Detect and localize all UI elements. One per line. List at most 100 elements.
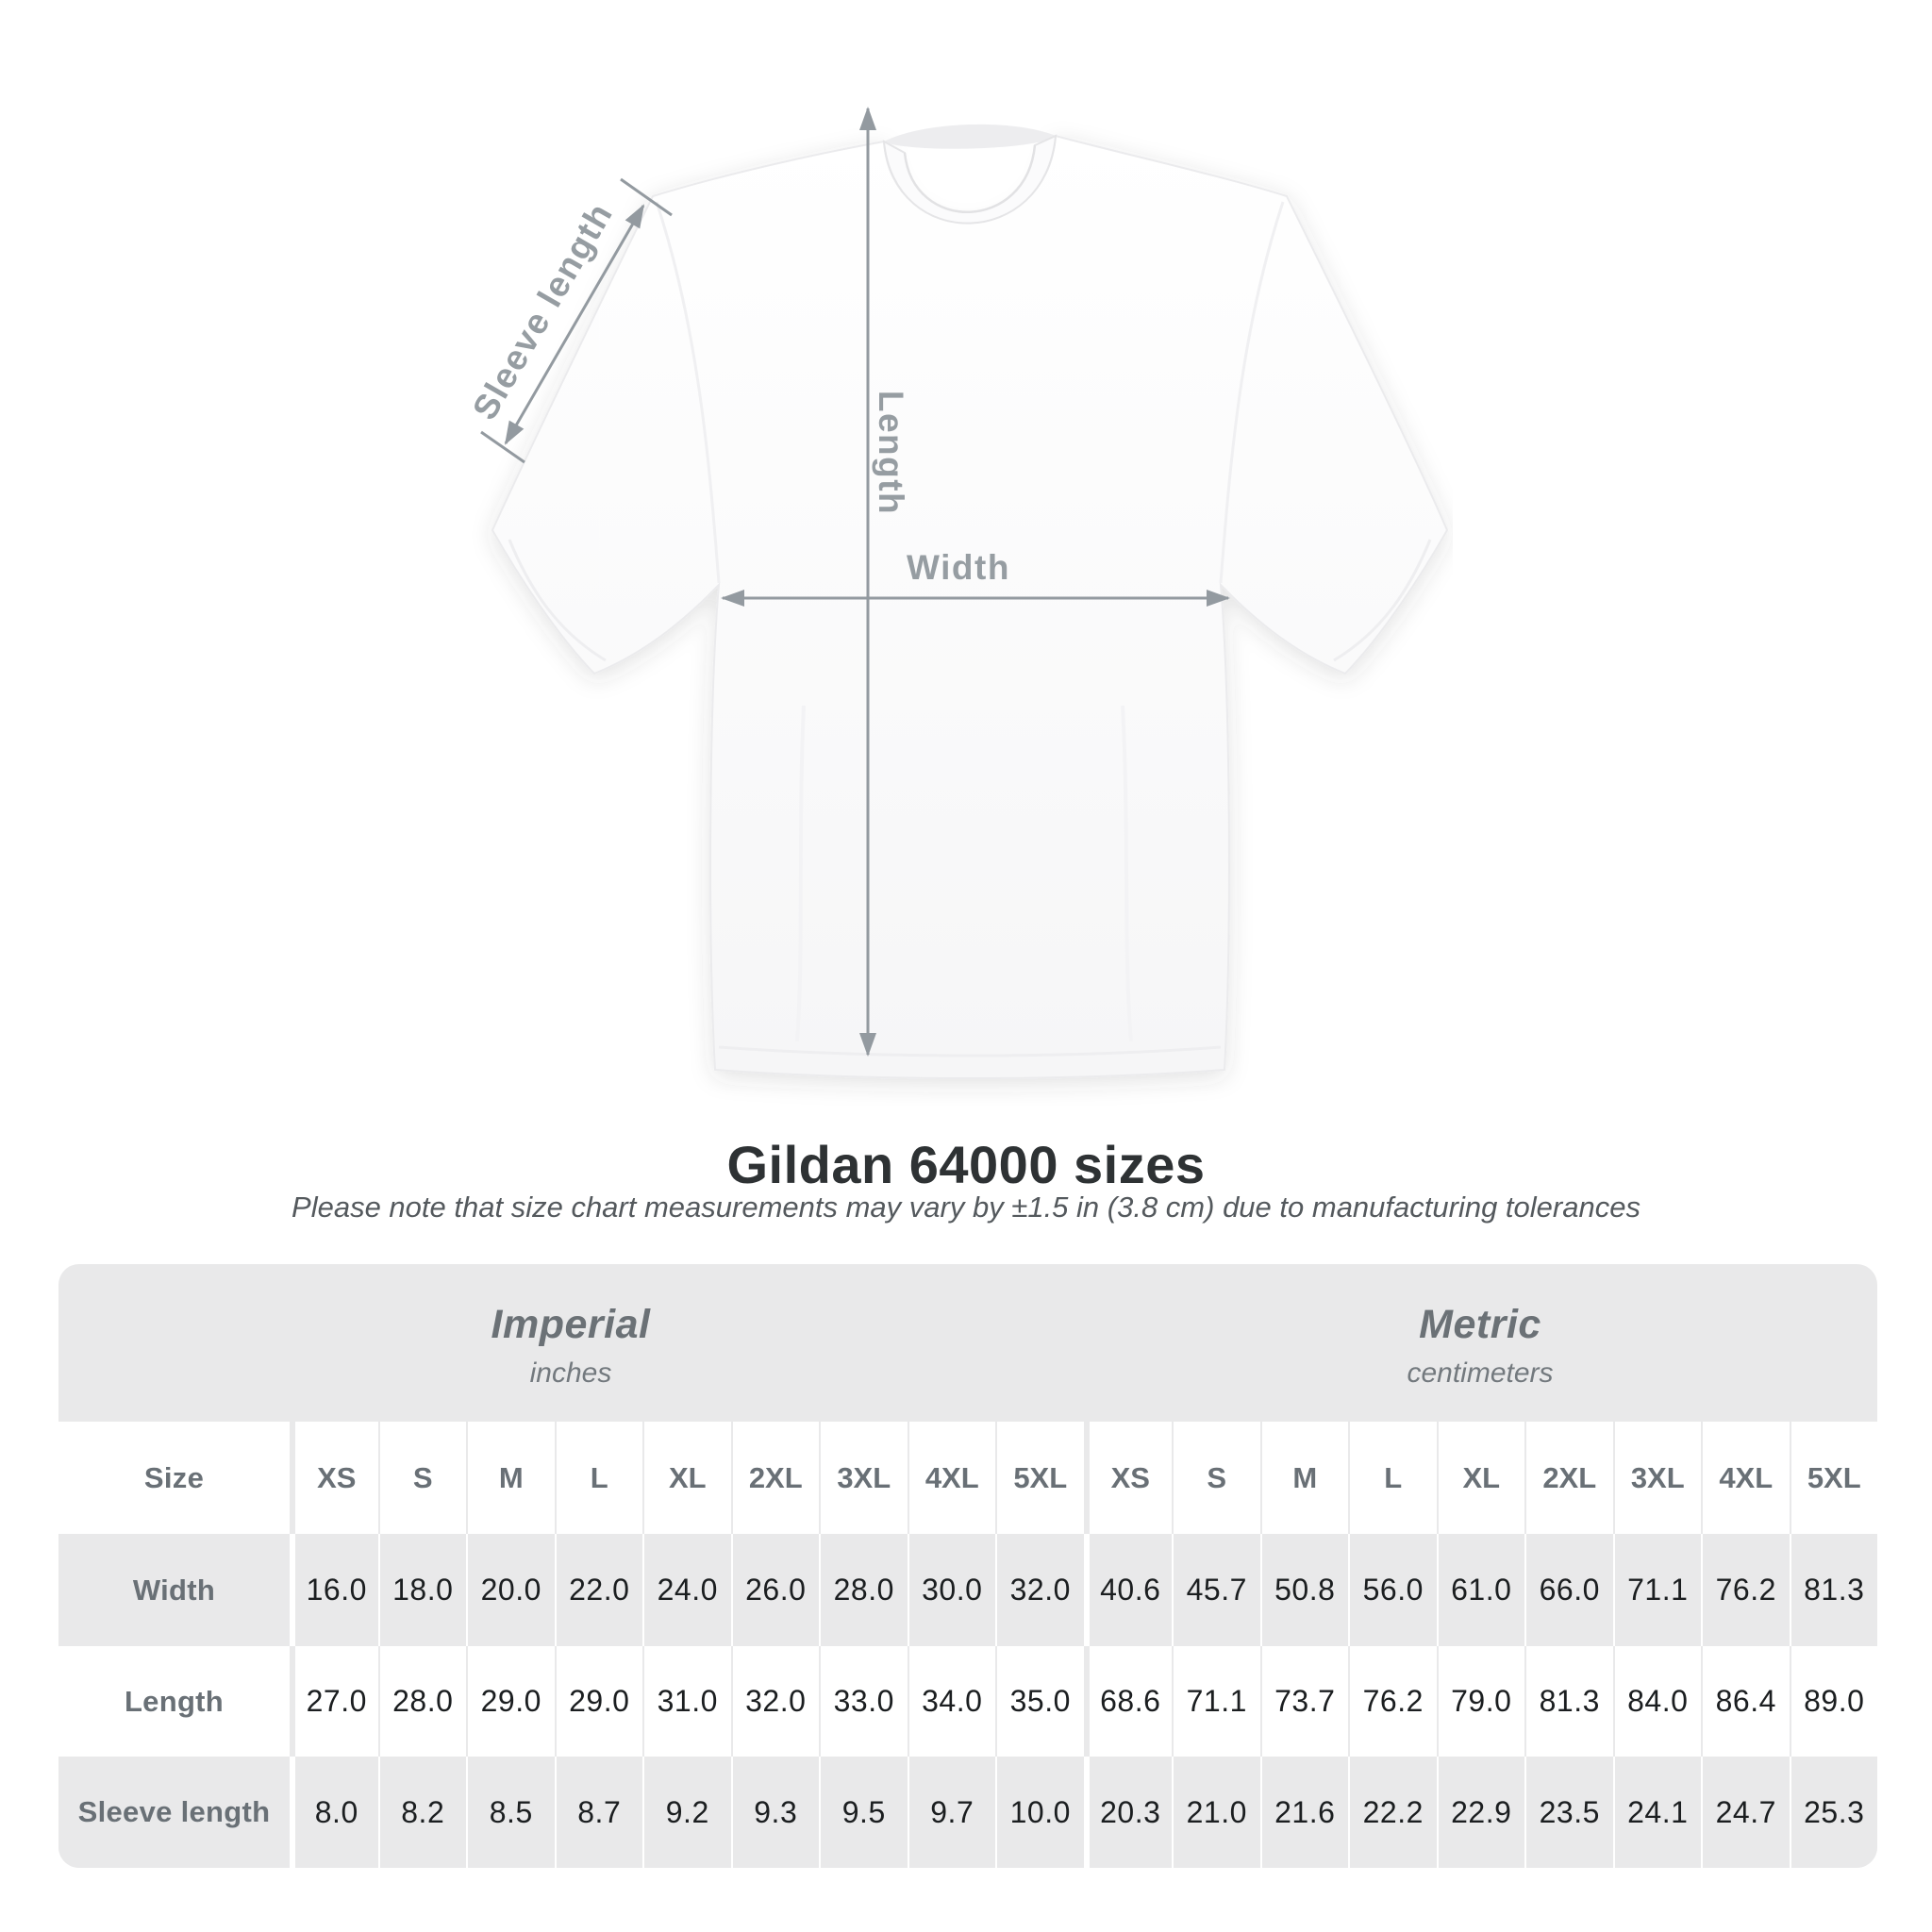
width-value: 50.8 (1259, 1534, 1349, 1646)
width-value: 40.6 (1083, 1534, 1173, 1646)
width-value: 20.0 (466, 1534, 555, 1646)
size-col-header: XL (1436, 1422, 1525, 1534)
tshirt-illustration (491, 124, 1449, 1079)
length-value: 28.0 (377, 1646, 467, 1757)
length-value: 34.0 (907, 1646, 996, 1757)
sleeve-value: 9.7 (907, 1757, 996, 1868)
width-row: Width 16.0 18.0 20.0 22.0 24.0 26.0 28.0… (58, 1534, 1877, 1646)
size-col-header: 2XL (730, 1422, 820, 1534)
length-value: 35.0 (995, 1646, 1084, 1757)
width-value: 56.0 (1348, 1534, 1437, 1646)
sleeve-value: 25.3 (1789, 1757, 1878, 1868)
length-value: 81.3 (1524, 1646, 1613, 1757)
width-value: 24.0 (642, 1534, 731, 1646)
length-label: Length (872, 391, 910, 515)
metric-section-header: Metric centimeters (1083, 1264, 1877, 1422)
sleeve-value: 8.5 (466, 1757, 555, 1868)
sleeve-value: 22.9 (1436, 1757, 1525, 1868)
length-value: 84.0 (1612, 1646, 1702, 1757)
imperial-unit-label: inches (529, 1357, 612, 1389)
size-col-header: L (1348, 1422, 1437, 1534)
length-value: 73.7 (1259, 1646, 1349, 1757)
sleeve-value: 21.6 (1259, 1757, 1349, 1868)
size-col-header: L (554, 1422, 643, 1534)
sleeve-value: 8.2 (377, 1757, 467, 1868)
length-value: 33.0 (819, 1646, 908, 1757)
width-value: 32.0 (995, 1534, 1084, 1646)
size-col-header: 4XL (907, 1422, 996, 1534)
length-row: Length 27.0 28.0 29.0 29.0 31.0 32.0 33.… (58, 1646, 1877, 1757)
width-value: 22.0 (554, 1534, 643, 1646)
tshirt-diagram-svg: Sleeve length Length Width (465, 107, 1449, 1079)
page-title: Gildan 64000 sizes (726, 1135, 1206, 1194)
width-value: 28.0 (819, 1534, 908, 1646)
length-value: 27.0 (290, 1646, 378, 1757)
sleeve-value: 24.1 (1612, 1757, 1702, 1868)
sleeve-arrow-bottom-tick (480, 430, 525, 464)
sleeve-value: 10.0 (995, 1757, 1084, 1868)
size-col-header: XS (290, 1422, 378, 1534)
sleeve-value: 8.7 (554, 1757, 643, 1868)
size-col-header: XS (1083, 1422, 1173, 1534)
tolerance-note: Please note that size chart measurements… (291, 1191, 1641, 1224)
size-col-header: 5XL (995, 1422, 1084, 1534)
size-col-header: S (377, 1422, 467, 1534)
sleeve-value: 24.7 (1701, 1757, 1790, 1868)
units-header-row: Imperial inches Metric centimeters (58, 1264, 1877, 1422)
width-value: 71.1 (1612, 1534, 1702, 1646)
imperial-section-header: Imperial inches (58, 1264, 1083, 1422)
size-corner-label: Size (143, 1460, 205, 1494)
sleeve-length-row: Sleeve length 8.0 8.2 8.5 8.7 9.2 9.3 9.… (58, 1757, 1877, 1868)
metric-heading: Metric (1419, 1302, 1541, 1347)
sleeve-length-arrow (504, 204, 645, 445)
size-col-header: M (1259, 1422, 1349, 1534)
size-col-header: 3XL (1612, 1422, 1702, 1534)
width-value: 26.0 (730, 1534, 820, 1646)
size-table: Imperial inches Metric centimeters Size … (58, 1264, 1877, 1868)
length-value: 31.0 (642, 1646, 731, 1757)
length-value: 76.2 (1348, 1646, 1437, 1757)
width-value: 45.7 (1172, 1534, 1260, 1646)
metric-unit-label: centimeters (1407, 1357, 1554, 1389)
sleeve-row-label: Sleeve length (77, 1795, 271, 1828)
sleeve-value: 20.3 (1083, 1757, 1173, 1868)
size-col-header: XL (642, 1422, 731, 1534)
sleeve-value: 21.0 (1172, 1757, 1260, 1868)
size-col-header: 2XL (1524, 1422, 1613, 1534)
dimension-arrows (480, 107, 1230, 1057)
sleeve-value: 9.3 (730, 1757, 820, 1868)
length-row-label: Length (124, 1684, 225, 1718)
width-value: 76.2 (1701, 1534, 1790, 1646)
sleeve-value: 9.5 (819, 1757, 908, 1868)
width-value: 16.0 (290, 1534, 378, 1646)
sleeve-value: 8.0 (290, 1757, 378, 1868)
size-col-header: 3XL (819, 1422, 908, 1534)
tshirt-measurement-diagram: Sleeve length Length Width (465, 83, 1453, 1106)
size-col-header: M (466, 1422, 555, 1534)
width-value: 61.0 (1436, 1534, 1525, 1646)
width-value: 66.0 (1524, 1534, 1613, 1646)
size-header-row: Size XS S M L XL 2XL 3XL 4XL 5XL XS S M … (58, 1422, 1877, 1534)
width-label: Width (907, 548, 1010, 587)
width-value: 30.0 (907, 1534, 996, 1646)
length-value: 71.1 (1172, 1646, 1260, 1757)
length-value: 89.0 (1789, 1646, 1878, 1757)
length-value: 29.0 (554, 1646, 643, 1757)
collar-back (884, 124, 1056, 149)
sleeve-value: 22.2 (1348, 1757, 1437, 1868)
length-value: 29.0 (466, 1646, 555, 1757)
size-col-header: 4XL (1701, 1422, 1790, 1534)
sleeve-value: 23.5 (1524, 1757, 1613, 1868)
width-value: 18.0 (377, 1534, 467, 1646)
width-row-label: Width (132, 1573, 216, 1607)
size-col-header: 5XL (1789, 1422, 1878, 1534)
length-value: 86.4 (1701, 1646, 1790, 1757)
sleeve-arrow-top-tick (620, 177, 673, 217)
length-value: 32.0 (730, 1646, 820, 1757)
length-value: 79.0 (1436, 1646, 1525, 1757)
sleeve-value: 9.2 (642, 1757, 731, 1868)
length-value: 68.6 (1083, 1646, 1173, 1757)
imperial-heading: Imperial (491, 1302, 651, 1347)
size-col-header: S (1172, 1422, 1260, 1534)
